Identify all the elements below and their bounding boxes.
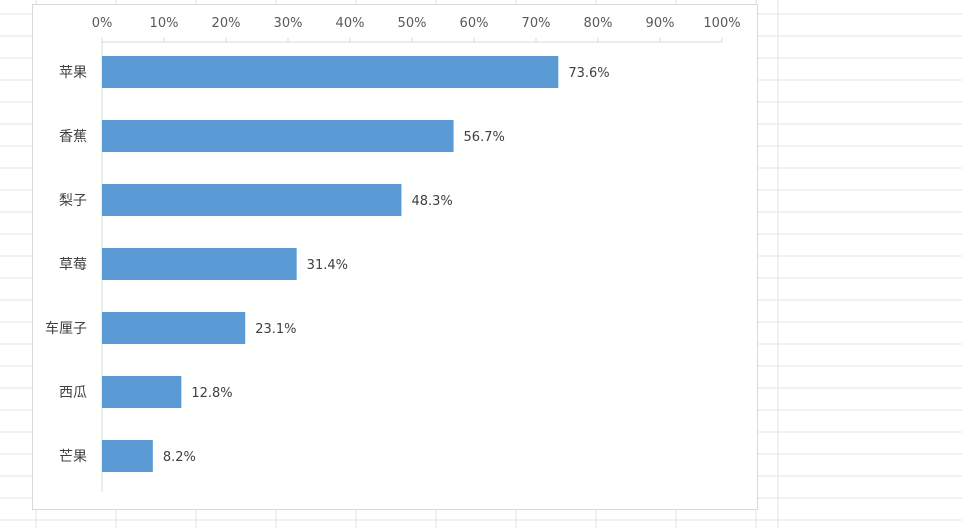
bar[interactable]	[102, 56, 559, 88]
data-labels: 73.6% 56.7% 48.3% 31.4% 23.1% 12.8% 8.2%	[163, 66, 610, 465]
data-label: 73.6%	[568, 66, 609, 81]
bar[interactable]	[102, 184, 402, 216]
data-label: 23.1%	[255, 322, 296, 337]
value-axis: 0% 10% 20% 30% 40% 50% 60% 70% 80% 90% 100%	[92, 16, 741, 42]
tick-label: 80%	[584, 16, 613, 31]
category-label: 车厘子	[45, 320, 87, 337]
bar[interactable]	[102, 120, 454, 152]
bar[interactable]	[102, 248, 297, 280]
bar[interactable]	[102, 376, 182, 408]
tick-label: 40%	[336, 16, 365, 31]
bar[interactable]	[102, 312, 246, 344]
tick-label: 100%	[703, 16, 740, 31]
tick-label: 0%	[92, 16, 113, 31]
data-label: 12.8%	[191, 386, 232, 401]
category-label: 西瓜	[59, 385, 87, 401]
tick-label: 70%	[522, 16, 551, 31]
tick-label: 60%	[460, 16, 489, 31]
tick-label: 10%	[150, 16, 179, 31]
data-label: 8.2%	[163, 450, 196, 465]
category-label: 梨子	[59, 193, 87, 209]
data-label: 56.7%	[464, 130, 505, 145]
category-label: 草莓	[59, 257, 87, 273]
category-label: 芒果	[59, 449, 87, 465]
bar[interactable]	[102, 440, 153, 472]
data-label: 31.4%	[307, 258, 348, 273]
tick-label: 20%	[212, 16, 241, 31]
bar-series	[102, 56, 559, 472]
tick-label: 30%	[274, 16, 303, 31]
data-label: 48.3%	[411, 194, 452, 209]
tick-label: 50%	[398, 16, 427, 31]
category-label: 香蕉	[59, 129, 87, 145]
tick-label: 90%	[646, 16, 675, 31]
category-label: 苹果	[59, 65, 87, 81]
